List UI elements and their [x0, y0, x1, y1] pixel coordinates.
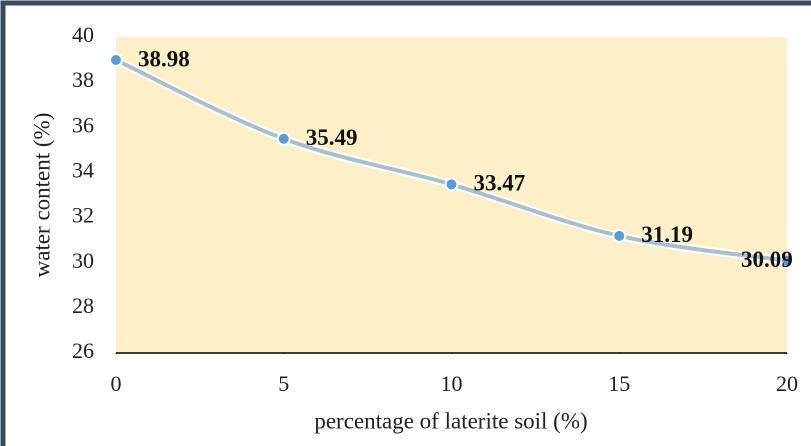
marker	[276, 131, 291, 146]
y-axis-title: water content (%)	[29, 113, 54, 278]
x-tick-label: 15	[608, 371, 630, 396]
y-tick-label: 38	[72, 67, 94, 92]
data-label: 38.98	[138, 46, 190, 71]
marker	[612, 228, 627, 243]
data-label: 30.09	[741, 247, 793, 272]
marker	[109, 53, 123, 68]
x-tick-label: 20	[776, 371, 798, 396]
data-label: 35.49	[306, 125, 358, 150]
data-label: 31.19	[641, 222, 693, 247]
y-tick-label: 26	[72, 338, 94, 363]
data-label: 33.47	[474, 171, 526, 196]
plot-area	[116, 37, 787, 353]
y-tick-label: 30	[72, 248, 94, 273]
y-tick-label: 32	[72, 203, 94, 228]
y-tick-label: 40	[72, 22, 94, 47]
y-tick-label: 28	[72, 293, 94, 318]
x-axis-title: percentage of laterite soil (%)	[314, 408, 587, 433]
x-tick-label: 0	[111, 371, 122, 396]
marker	[780, 253, 794, 268]
y-tick-label: 36	[72, 112, 94, 137]
x-tick-label: 10	[441, 371, 463, 396]
x-tick-label: 5	[278, 371, 289, 396]
marker	[444, 177, 459, 192]
y-tick-label: 34	[72, 157, 94, 182]
